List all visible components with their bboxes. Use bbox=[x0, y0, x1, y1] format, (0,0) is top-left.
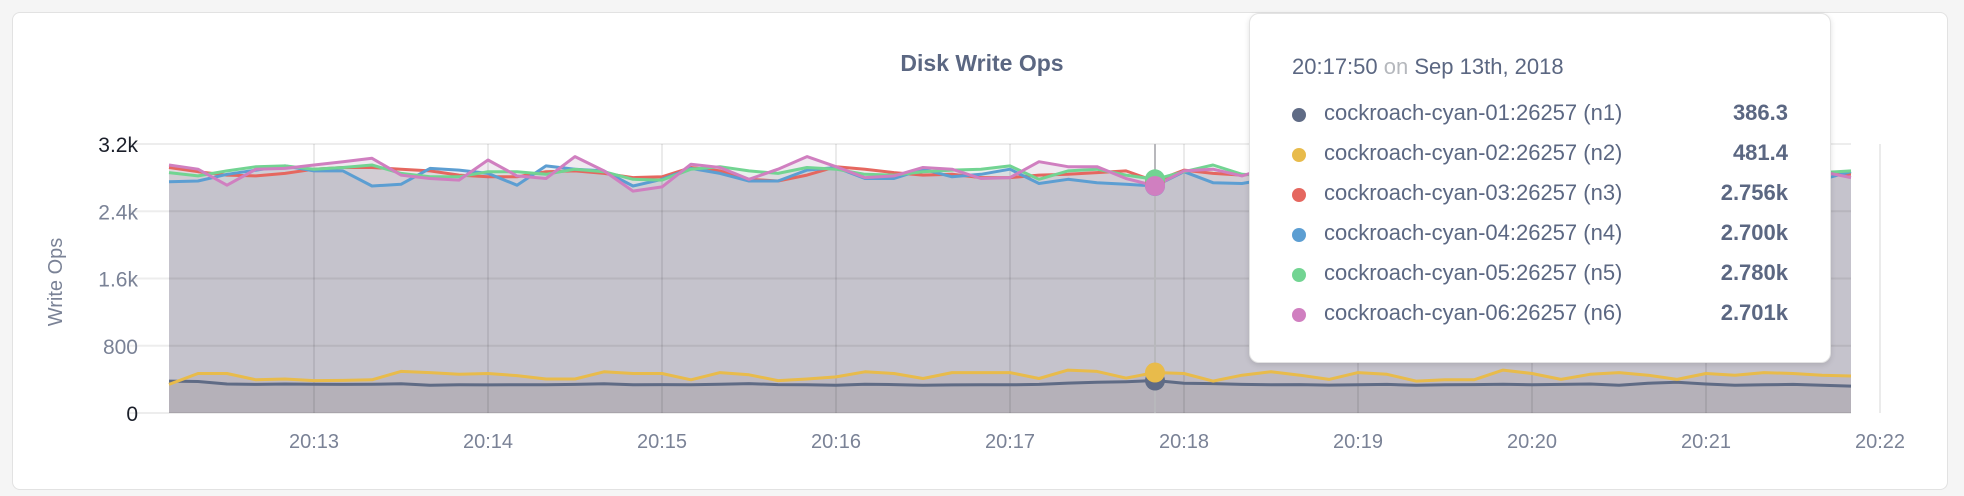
series-line-2[interactable] bbox=[168, 368, 1852, 386]
tooltip-series-label: cockroach-cyan-01:26257 (n1) bbox=[1324, 100, 1623, 125]
x-tick-label: 20:21 bbox=[1681, 431, 1731, 453]
chart-title: Disk Write Ops bbox=[900, 50, 1064, 76]
y-tick-label: 2.4k bbox=[98, 201, 138, 224]
tooltip-on: on bbox=[1383, 54, 1409, 79]
tooltip-series-value: 2.780k bbox=[1720, 260, 1788, 285]
y-tick-label: 1.6k bbox=[98, 269, 138, 292]
tooltip-date: Sep 13th, 2018 bbox=[1414, 54, 1564, 79]
tooltip-series-label: cockroach-cyan-03:26257 (n3) bbox=[1324, 180, 1623, 205]
tooltip-series-value: 481.4 bbox=[1732, 140, 1788, 165]
y-axis-title: Write Ops bbox=[45, 238, 67, 327]
tooltip-timestamp: 20:17:50 on Sep 13th, 2018 bbox=[1292, 54, 1564, 80]
x-tick-label: 20:18 bbox=[1159, 431, 1209, 453]
x-tick-label: 20:13 bbox=[289, 431, 339, 453]
tooltip-series-value: 386.3 bbox=[1732, 100, 1788, 125]
series-area-shade-1 bbox=[169, 380, 1851, 413]
tooltip-row: cockroach-cyan-02:26257 (n2) 481.4 bbox=[1292, 140, 1792, 170]
x-tick-label: 20:17 bbox=[985, 431, 1035, 453]
hover-point-6 bbox=[1145, 175, 1165, 196]
x-tick-label: 20:22 bbox=[1855, 431, 1905, 453]
tooltip-series-label: cockroach-cyan-06:26257 (n6) bbox=[1324, 300, 1623, 325]
y-tick-label: 800 bbox=[103, 336, 138, 359]
series-line-1[interactable] bbox=[168, 379, 1852, 388]
y-tick-label: 0 bbox=[126, 403, 138, 426]
hover-point-2 bbox=[1145, 362, 1165, 383]
series-color-dot-icon bbox=[1292, 308, 1306, 322]
y-tick-label: 3.2k bbox=[98, 134, 138, 157]
tooltip-row: cockroach-cyan-01:26257 (n1) 386.3 bbox=[1292, 100, 1792, 130]
series-color-dot-icon bbox=[1292, 228, 1306, 242]
tooltip-row: cockroach-cyan-06:26257 (n6) 2.701k bbox=[1292, 300, 1792, 330]
tooltip-row: cockroach-cyan-04:26257 (n4) 2.700k bbox=[1292, 220, 1792, 250]
tooltip-series-value: 2.756k bbox=[1720, 180, 1788, 205]
tooltip-series-label: cockroach-cyan-05:26257 (n5) bbox=[1324, 260, 1623, 285]
tooltip-row: cockroach-cyan-05:26257 (n5) 2.780k bbox=[1292, 260, 1792, 290]
x-tick-label: 20:16 bbox=[811, 431, 861, 453]
series-area-1 bbox=[169, 380, 1851, 413]
x-tick-label: 20:15 bbox=[637, 431, 687, 453]
tooltip-series-label: cockroach-cyan-02:26257 (n2) bbox=[1324, 140, 1623, 165]
tooltip-series-label: cockroach-cyan-04:26257 (n4) bbox=[1324, 220, 1623, 245]
series-color-dot-icon bbox=[1292, 188, 1306, 202]
x-tick-label: 20:20 bbox=[1507, 431, 1557, 453]
series-color-dot-icon bbox=[1292, 268, 1306, 282]
series-color-dot-icon bbox=[1292, 108, 1306, 122]
hover-tooltip: 20:17:50 on Sep 13th, 2018 cockroach-cya… bbox=[1249, 13, 1831, 363]
tooltip-time: 20:17:50 bbox=[1292, 54, 1378, 79]
x-tick-label: 20:14 bbox=[463, 431, 513, 453]
tooltip-series-value: 2.701k bbox=[1720, 300, 1788, 325]
series-color-dot-icon bbox=[1292, 148, 1306, 162]
tooltip-series-value: 2.700k bbox=[1720, 220, 1788, 245]
x-tick-label: 20:19 bbox=[1333, 431, 1383, 453]
tooltip-row: cockroach-cyan-03:26257 (n3) 2.756k bbox=[1292, 180, 1792, 210]
